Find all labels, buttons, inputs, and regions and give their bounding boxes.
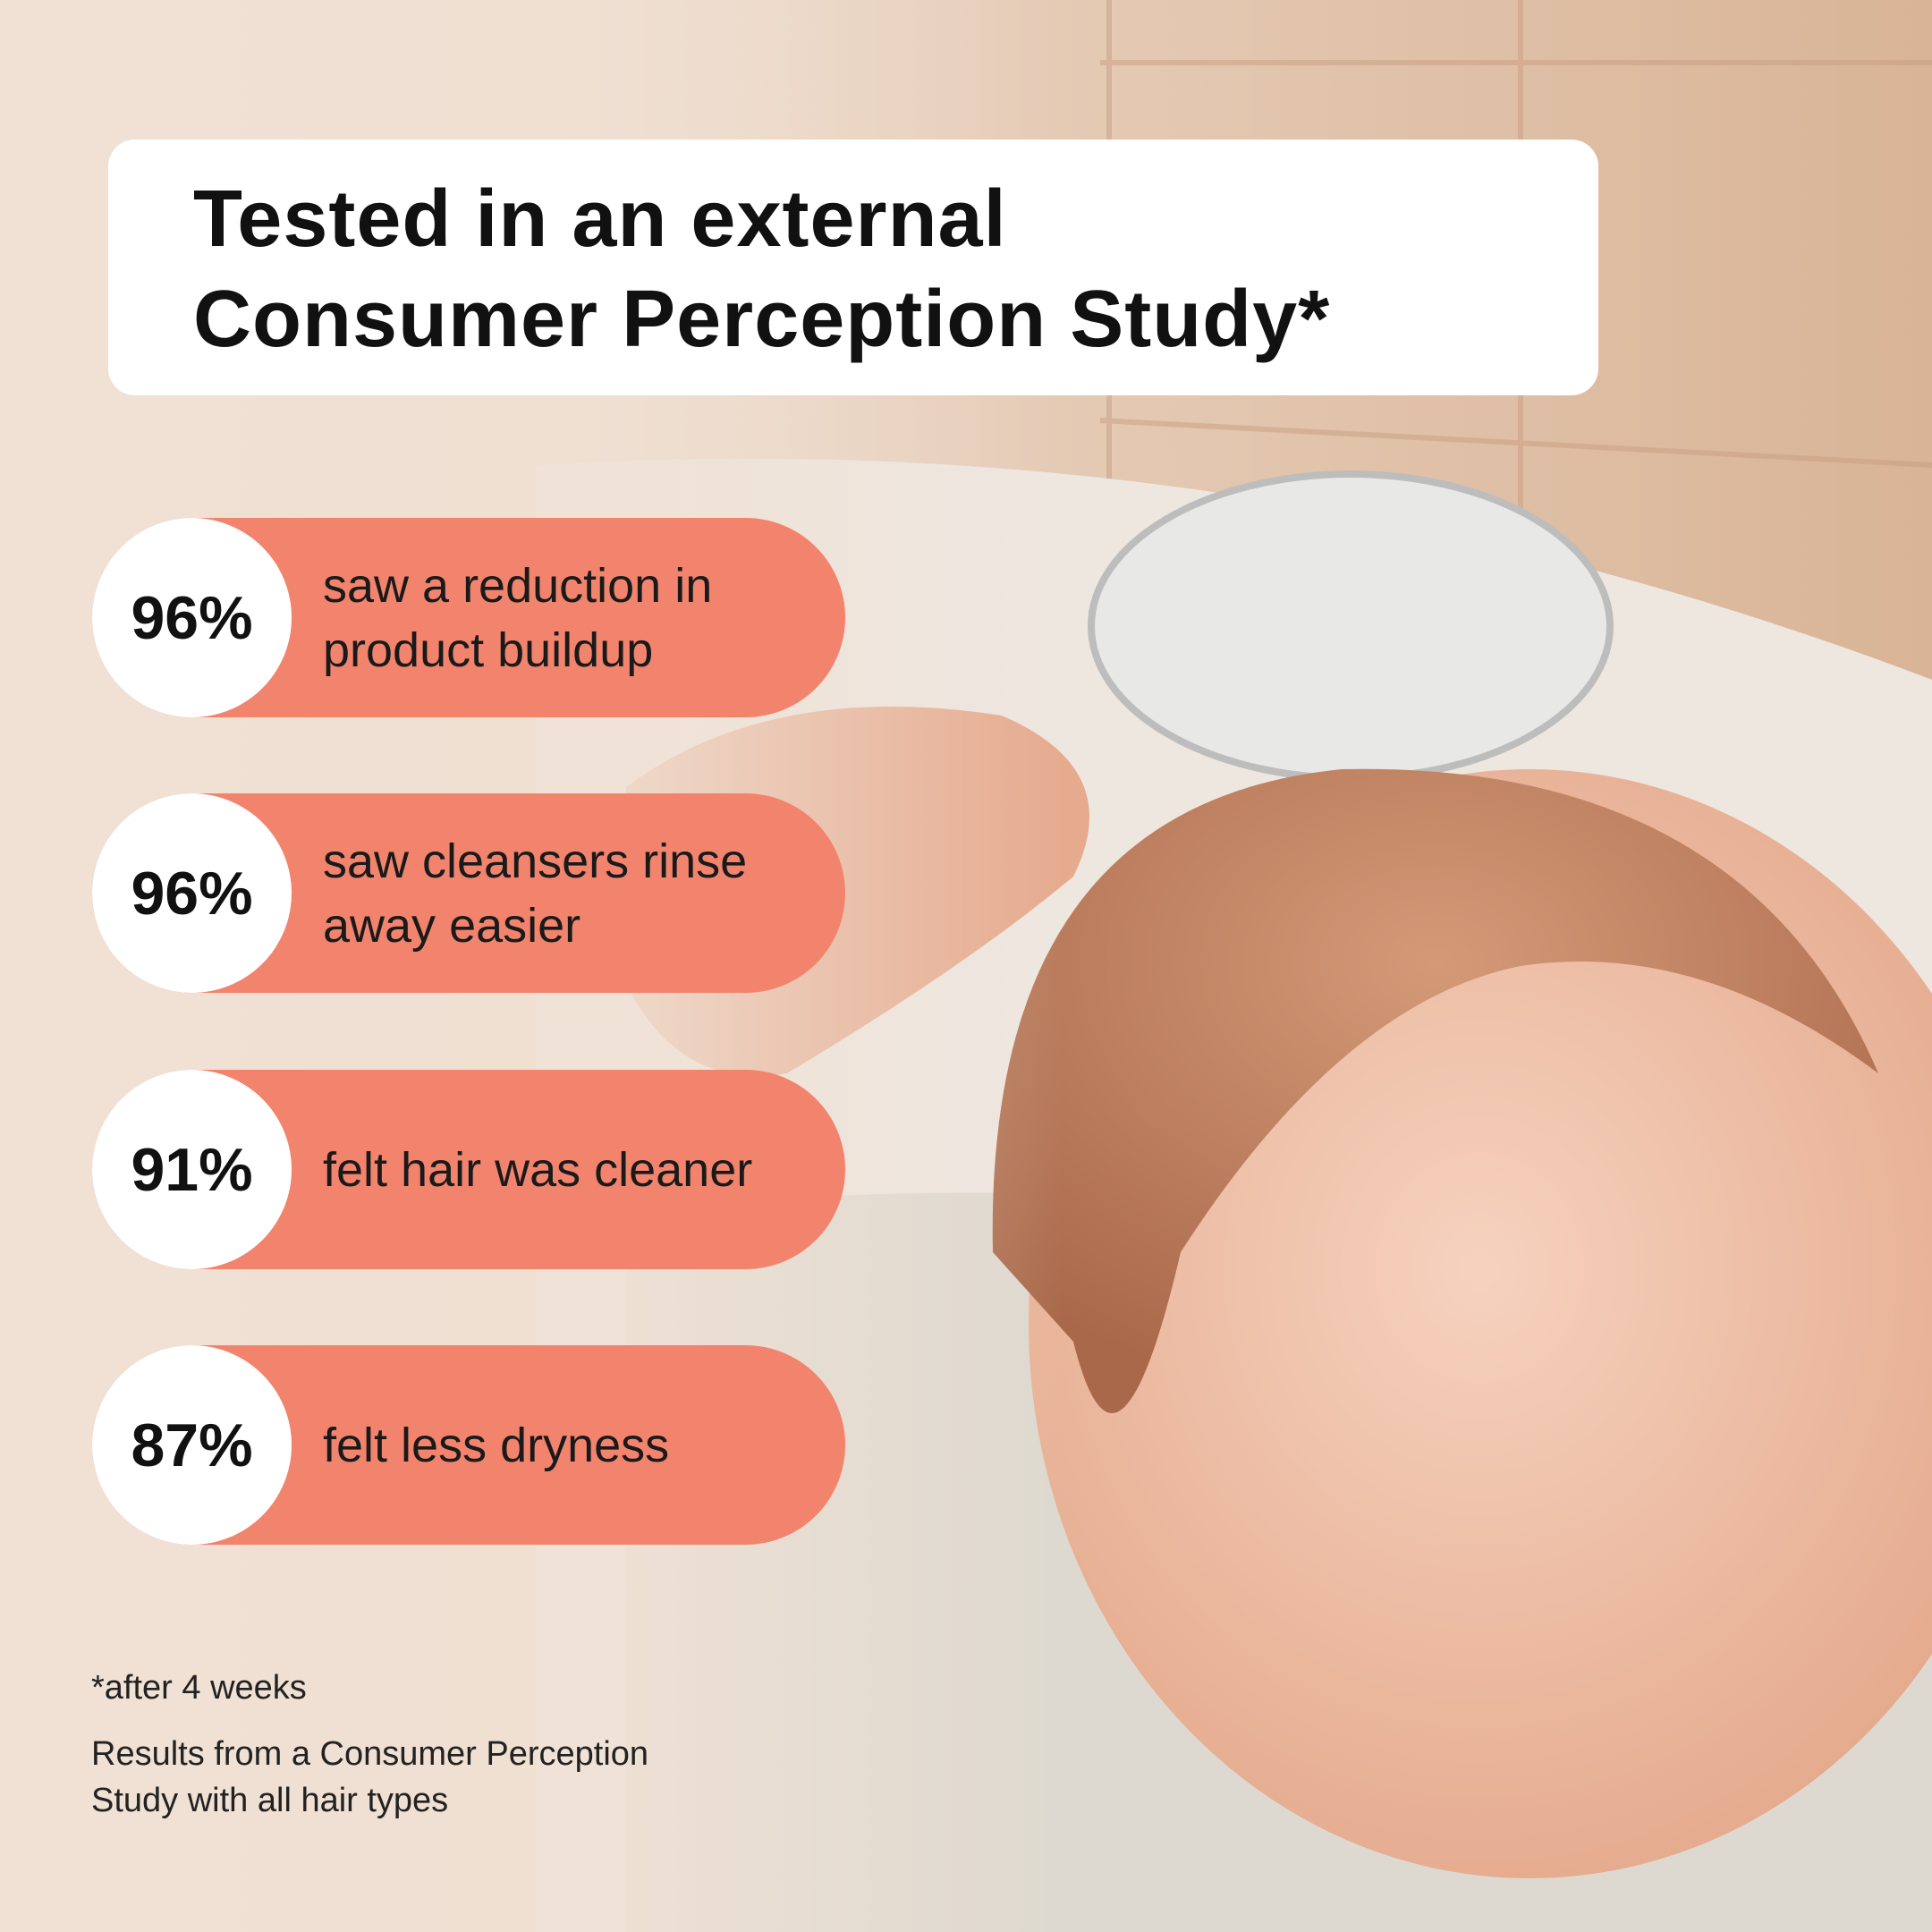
title-line: Tested in an external (193, 174, 1007, 264)
title-line: Consumer Perception Study* (193, 275, 1331, 364)
stat-value: 91% (92, 1070, 292, 1269)
stat-text-line: felt hair was cleaner (323, 1142, 753, 1197)
stat-text-line: felt less dryness (323, 1418, 670, 1472)
source-line: Study with all hair types (91, 1782, 449, 1819)
stat-text-line: saw a reduction in (323, 558, 713, 613)
title-box: Tested in an external Consumer Perceptio… (108, 140, 1598, 395)
stat-value: 96% (92, 518, 292, 717)
stat-text: saw cleansers rinse away easier (323, 793, 747, 993)
stat-text-line: saw cleansers rinse (323, 834, 748, 888)
footnote: *after 4 weeks (91, 1669, 307, 1707)
stat-pill: 96% saw cleansers rinse away easier (92, 793, 845, 993)
stat-value: 96% (92, 793, 292, 993)
source-line: Results from a Consumer Perception (91, 1735, 649, 1773)
stat-text-line: product buildup (323, 623, 654, 677)
stat-text: felt hair was cleaner (323, 1070, 752, 1269)
stat-value: 87% (92, 1345, 292, 1545)
stat-pill: 96% saw a reduction in product buildup (92, 518, 845, 717)
stat-text: felt less dryness (323, 1345, 669, 1545)
stat-pill: 91% felt hair was cleaner (92, 1070, 845, 1269)
stat-text-line: away easier (323, 898, 581, 953)
stat-text: saw a reduction in product buildup (323, 518, 712, 717)
stat-pill: 87% felt less dryness (92, 1345, 845, 1545)
